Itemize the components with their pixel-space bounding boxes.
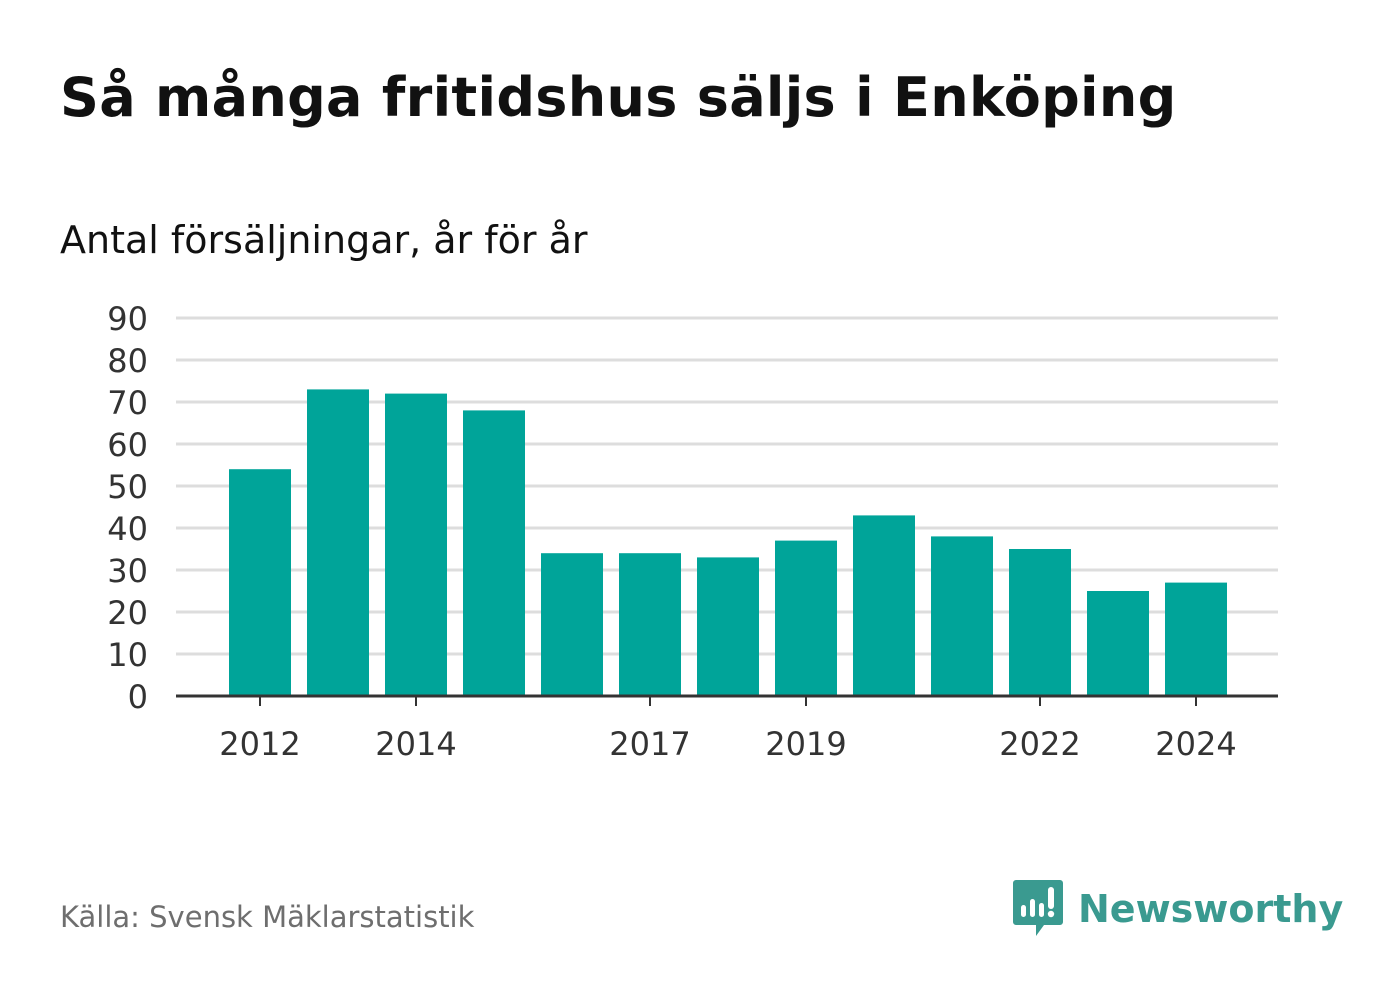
bar-2013 xyxy=(307,389,369,696)
chart-subtitle: Antal försäljningar, år för år xyxy=(60,218,588,262)
bar-2023 xyxy=(1087,591,1149,696)
bar-2018 xyxy=(697,557,759,696)
newsworthy-logo-icon xyxy=(1013,880,1063,936)
chart-title: Så många fritidshus säljs i Enköping xyxy=(60,66,1177,129)
y-tick-label: 40 xyxy=(107,510,148,548)
source-note: Källa: Svensk Mäklarstatistik xyxy=(60,900,475,934)
bar-2021 xyxy=(931,536,993,696)
y-tick-label: 50 xyxy=(107,468,148,506)
bar-2012 xyxy=(229,469,291,696)
bar-2014 xyxy=(385,393,447,696)
x-tick-label: 2022 xyxy=(999,725,1080,763)
bar-2022 xyxy=(1009,549,1071,696)
bar-2016 xyxy=(541,553,603,696)
y-tick-label: 60 xyxy=(107,426,148,464)
x-axis-labels: 2012 2014 2017 2019 2022 2024 xyxy=(219,725,1236,763)
bar-2015 xyxy=(463,410,525,696)
bar-2017 xyxy=(619,553,681,696)
x-axis xyxy=(176,694,1278,706)
bars xyxy=(229,389,1227,696)
y-tick-label: 30 xyxy=(107,552,148,590)
x-tick-label: 2024 xyxy=(1155,725,1236,763)
y-tick-label: 10 xyxy=(107,636,148,674)
y-axis-labels: 0 10 20 30 40 50 60 70 80 90 xyxy=(107,300,148,716)
brand-logo: Newsworthy xyxy=(1012,878,1343,940)
y-tick-label: 70 xyxy=(107,384,148,422)
x-tick-label: 2014 xyxy=(375,725,456,763)
brand-name: Newsworthy xyxy=(1078,887,1344,931)
y-tick-label: 80 xyxy=(107,342,148,380)
bar-2019 xyxy=(775,540,837,696)
y-tick-label: 20 xyxy=(107,594,148,632)
y-tick-label: 90 xyxy=(107,300,148,338)
x-tick-label: 2019 xyxy=(765,725,846,763)
y-tick-label: 0 xyxy=(128,678,148,716)
bar-2024 xyxy=(1165,582,1227,696)
x-tick-label: 2012 xyxy=(219,725,300,763)
bar-2020 xyxy=(853,515,915,696)
x-tick-label: 2017 xyxy=(609,725,690,763)
